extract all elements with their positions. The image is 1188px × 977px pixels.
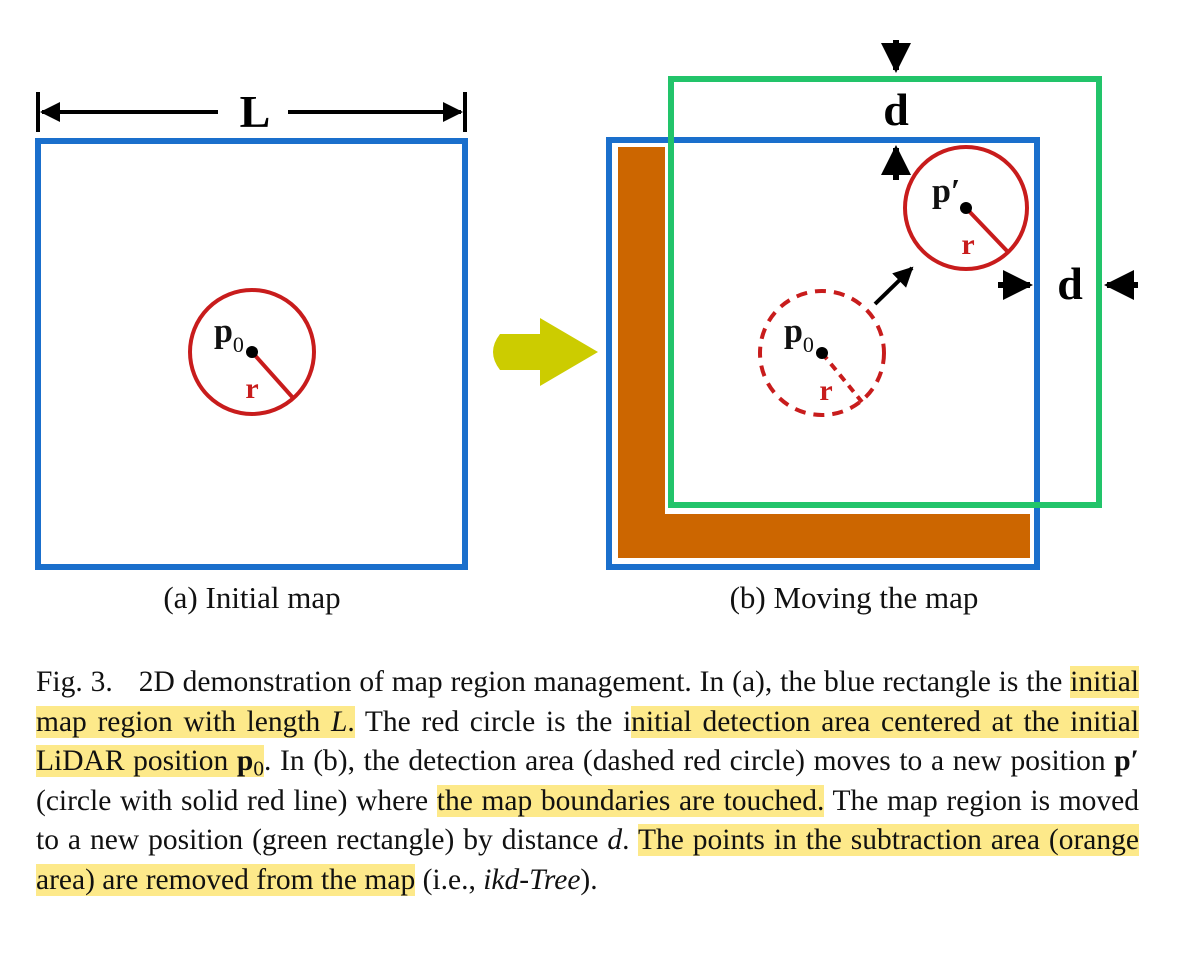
initial-map-region bbox=[35, 138, 468, 570]
moved-map-region bbox=[668, 76, 1102, 508]
caption-text-7: (i.e., bbox=[415, 863, 484, 896]
subtraction-area bbox=[618, 147, 1030, 558]
length-dimension: L bbox=[36, 86, 467, 137]
length-label: L bbox=[240, 86, 271, 137]
caption-text-4: (circle with solid red line) where bbox=[36, 784, 437, 817]
caption-text-8: ). bbox=[580, 863, 598, 896]
figure: L p0 r (a) Initial map p0 r p′ r bbox=[35, 40, 1138, 615]
transition-arrow bbox=[493, 318, 598, 386]
horizontal-distance-indicator: d bbox=[998, 258, 1138, 309]
old-radius-line bbox=[820, 351, 864, 404]
original-map-region bbox=[606, 137, 1040, 570]
new-radius-line bbox=[964, 206, 1010, 254]
highlight-boundaries-touched: the map boundaries are touched. bbox=[436, 784, 825, 817]
point-label: p0 bbox=[214, 313, 244, 357]
old-detection-circle bbox=[758, 289, 886, 417]
detection-circle bbox=[188, 288, 316, 416]
new-radius-label: r bbox=[961, 228, 974, 261]
caption-text-3: . In (b), the detection area (dashed red… bbox=[263, 745, 1115, 778]
caption-text-2: The red circle is the i bbox=[354, 705, 632, 738]
distance-label-right: d bbox=[1057, 258, 1083, 309]
new-position-symbol: p′ bbox=[1114, 745, 1139, 778]
panel-a: L p0 r (a) Initial map bbox=[35, 86, 468, 615]
distance-label-top: d bbox=[883, 84, 909, 135]
radius-label: r bbox=[245, 372, 258, 405]
figure-caption: Fig. 3. 2D demonstration of map region ma… bbox=[36, 663, 1140, 901]
caption-text-1: 2D demonstration of map region managemen… bbox=[138, 666, 1071, 698]
movement-arrow bbox=[873, 266, 914, 306]
ikd-tree-term: ikd-Tree bbox=[483, 863, 581, 896]
old-radius-label: r bbox=[819, 374, 832, 407]
caption-text-6: . bbox=[622, 824, 638, 857]
vertical-distance-indicator: d bbox=[881, 40, 911, 180]
new-detection-circle bbox=[903, 145, 1029, 271]
subcaption-a: (a) Initial map bbox=[163, 580, 340, 615]
new-point-label: p′ bbox=[932, 173, 960, 210]
old-point-label: p0 bbox=[784, 313, 814, 357]
distance-symbol: d bbox=[607, 824, 623, 857]
caption-text-5: The map region is moved to a new positio… bbox=[36, 784, 1139, 857]
panel-b: p0 r p′ r d d (b) Moving the map bbox=[606, 40, 1138, 615]
old-position-dot bbox=[816, 347, 828, 359]
subcaption-b: (b) Moving the map bbox=[730, 580, 979, 615]
lidar-position-dot bbox=[246, 346, 258, 358]
new-position-dot bbox=[960, 202, 972, 214]
figure-number: Fig. 3. bbox=[36, 666, 113, 698]
radius-line bbox=[250, 350, 296, 401]
